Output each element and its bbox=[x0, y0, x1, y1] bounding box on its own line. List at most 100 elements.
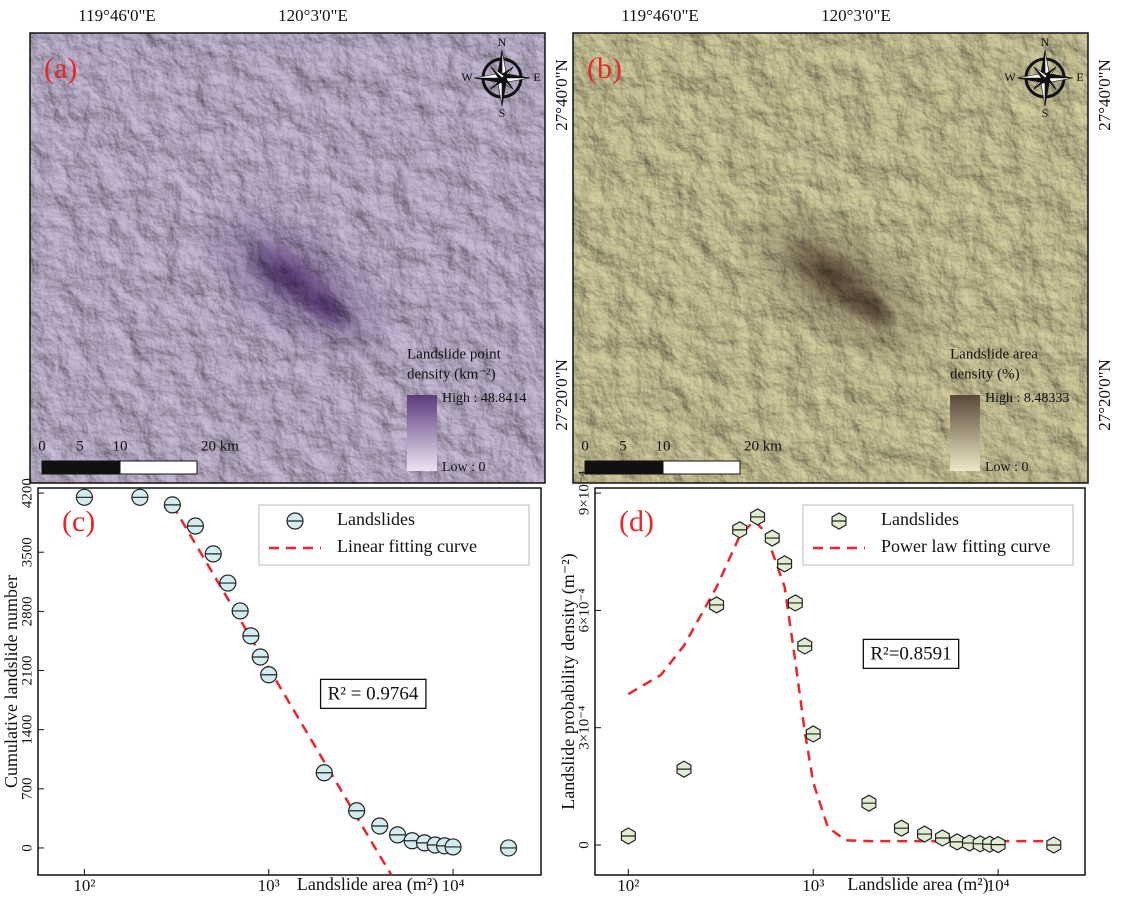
legend-low: Low : 0 bbox=[985, 460, 1029, 475]
y-tick-label: 9×10⁻⁴ bbox=[576, 471, 592, 515]
compass-letter: W bbox=[461, 70, 473, 84]
compass-letter: E bbox=[533, 70, 540, 84]
y-tick-label: 700 bbox=[19, 778, 35, 801]
legend-high: High : 8.48333 bbox=[985, 391, 1069, 406]
scale-label: 20 km bbox=[201, 438, 239, 454]
data-point bbox=[895, 820, 909, 836]
scale-bar bbox=[585, 461, 663, 474]
figure: (a) 119°46'0"E 120°3'0"E 27°40'0"N 27°20'0"N… bbox=[0, 0, 1124, 898]
data-point bbox=[778, 556, 792, 572]
data-point bbox=[187, 518, 203, 534]
scale-label: 5 bbox=[619, 438, 627, 454]
legend-title: Landslide area bbox=[950, 346, 1038, 362]
scale-bar bbox=[42, 461, 120, 474]
scale-label: 5 bbox=[76, 438, 84, 454]
data-point bbox=[445, 839, 461, 855]
panel-label: (a) bbox=[44, 52, 77, 85]
legend-title: density (%) bbox=[950, 366, 1020, 382]
compass-letter: E bbox=[1076, 70, 1083, 84]
data-point bbox=[501, 840, 517, 856]
data-point bbox=[220, 575, 236, 591]
data-point bbox=[261, 667, 277, 683]
scale-label: 0 bbox=[38, 438, 46, 454]
legend-label: Power law fitting curve bbox=[881, 536, 1050, 556]
data-point bbox=[164, 497, 180, 513]
panel-label: (b) bbox=[587, 52, 622, 85]
hillshade bbox=[30, 33, 545, 483]
data-point bbox=[710, 597, 724, 613]
scale-label: 0 bbox=[581, 438, 589, 454]
y-axis-label: Cumulative landslide number bbox=[1, 575, 21, 788]
compass-letter: S bbox=[499, 106, 506, 120]
legend-label: Landslides bbox=[337, 509, 415, 529]
longitude-label: 120°3'0"E bbox=[821, 6, 891, 25]
legend-title: Landslide point bbox=[407, 346, 502, 362]
data-point bbox=[205, 546, 221, 562]
compass-letter: S bbox=[1042, 106, 1049, 120]
scale-label: 10 bbox=[113, 438, 128, 454]
x-axis-label: Landslide area (m²) bbox=[847, 874, 988, 895]
data-point bbox=[991, 837, 1005, 853]
data-point bbox=[390, 827, 406, 843]
data-point bbox=[918, 826, 932, 842]
hillshade bbox=[573, 33, 1088, 483]
x-tick-label: 10⁴ bbox=[442, 876, 465, 895]
data-point bbox=[788, 595, 802, 611]
legend-label: Linear fitting curve bbox=[337, 536, 477, 556]
legend-low: Low : 0 bbox=[442, 460, 486, 475]
compass-letter: N bbox=[1041, 35, 1050, 49]
x-axis-label: Landslide area (m²) bbox=[297, 874, 438, 895]
data-point bbox=[252, 649, 268, 665]
x-tick-label: 10³ bbox=[802, 876, 824, 895]
y-tick-label: 6×10⁻⁴ bbox=[576, 588, 592, 632]
data-point bbox=[677, 761, 691, 777]
y-axis-label: Landslide probability density (m⁻²) bbox=[558, 553, 579, 809]
data-point bbox=[936, 830, 950, 846]
scale-bar bbox=[120, 461, 197, 474]
compass-letter: W bbox=[1004, 70, 1016, 84]
compass-letter: N bbox=[498, 35, 507, 49]
latitude-label: 27°40'0"N bbox=[1095, 59, 1114, 131]
data-point bbox=[733, 522, 747, 538]
data-point bbox=[862, 795, 876, 811]
legend-swatch bbox=[287, 513, 303, 529]
data-point bbox=[76, 489, 92, 505]
data-point bbox=[349, 803, 365, 819]
legend-swatch bbox=[832, 513, 846, 529]
data-point bbox=[316, 765, 332, 781]
legend-title: density (km⁻²) bbox=[407, 366, 496, 382]
x-tick-label: 10² bbox=[73, 876, 95, 895]
data-point bbox=[806, 726, 820, 742]
y-tick-label: 3500 bbox=[19, 537, 35, 567]
y-tick-label: 2800 bbox=[19, 596, 35, 626]
y-tick-label: 0 bbox=[576, 841, 592, 849]
x-tick-label: 10³ bbox=[258, 876, 280, 895]
y-tick-label: 1400 bbox=[19, 715, 35, 745]
data-point bbox=[798, 638, 812, 654]
data-point bbox=[243, 628, 259, 644]
latitude-label: 27°20'0"N bbox=[1095, 359, 1114, 431]
panel-label: (c) bbox=[62, 505, 95, 538]
data-point bbox=[621, 828, 635, 844]
longitude-label: 119°46'0"E bbox=[78, 6, 156, 25]
x-tick-label: 10⁴ bbox=[987, 876, 1010, 895]
y-tick-label: 4200 bbox=[19, 478, 35, 508]
data-point bbox=[1047, 837, 1061, 853]
y-tick-label: 2100 bbox=[19, 656, 35, 686]
x-tick-label: 10² bbox=[617, 876, 639, 895]
map bbox=[573, 33, 1088, 483]
longitude-label: 120°3'0"E bbox=[278, 6, 348, 25]
data-point bbox=[765, 530, 779, 546]
legend-high: High : 48.8414 bbox=[442, 391, 526, 406]
scale-label: 20 km bbox=[744, 438, 782, 454]
latitude-label: 27°20'0"N bbox=[552, 359, 571, 431]
y-tick-label: 3×10⁻⁴ bbox=[576, 706, 592, 750]
data-point bbox=[132, 489, 148, 505]
map bbox=[30, 33, 545, 483]
scale-bar bbox=[663, 461, 740, 474]
legend-label: Landslides bbox=[881, 509, 959, 529]
longitude-label: 119°46'0"E bbox=[621, 6, 699, 25]
data-point bbox=[372, 818, 388, 834]
legend-ramp bbox=[407, 395, 437, 471]
data-point bbox=[232, 603, 248, 619]
